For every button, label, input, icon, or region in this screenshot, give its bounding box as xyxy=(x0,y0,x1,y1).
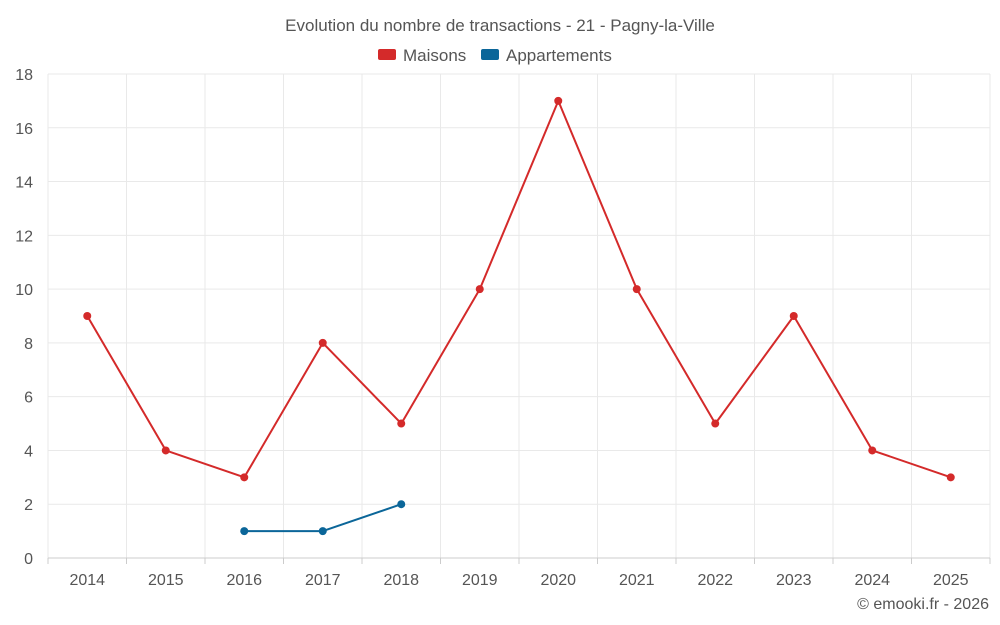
data-point-maisons[interactable] xyxy=(789,312,798,320)
x-tick-label: 2024 xyxy=(854,572,890,589)
y-tick-label: 10 xyxy=(15,282,33,299)
data-point-maisons[interactable] xyxy=(318,338,327,347)
legend-item-appartements[interactable]: Appartements xyxy=(481,46,612,65)
data-point-maisons[interactable] xyxy=(83,312,92,320)
legend: Maisons Appartements xyxy=(378,46,612,65)
x-tick-label: 2016 xyxy=(226,572,262,589)
credit-text: © emooki.fr - 2026 xyxy=(857,596,989,613)
data-point-maisons[interactable] xyxy=(632,285,641,294)
data-point-maisons[interactable] xyxy=(868,446,877,455)
series-line-appartements xyxy=(244,503,402,533)
y-tick-label: 8 xyxy=(24,336,33,353)
legend-label-maisons: Maisons xyxy=(403,46,466,65)
data-point-appartements[interactable] xyxy=(240,527,249,536)
x-tick-label: 2018 xyxy=(383,572,419,589)
data-point-maisons[interactable] xyxy=(554,96,563,105)
data-point-maisons[interactable] xyxy=(946,473,955,482)
x-tick-label: 2022 xyxy=(697,572,733,589)
x-tick-label: 2025 xyxy=(933,572,969,589)
series-line-maisons xyxy=(86,99,952,479)
x-tick-label: 2015 xyxy=(148,572,184,589)
data-point-appartements[interactable] xyxy=(318,527,327,536)
x-tick-label: 2023 xyxy=(776,572,812,589)
legend-swatch-maisons xyxy=(378,49,396,60)
data-point-appartements[interactable] xyxy=(397,500,406,509)
grid xyxy=(47,73,991,558)
legend-item-maisons[interactable]: Maisons xyxy=(378,46,466,65)
data-point-maisons[interactable] xyxy=(240,473,249,482)
data-point-maisons[interactable] xyxy=(711,419,720,428)
series xyxy=(83,96,955,536)
legend-swatch-appartements xyxy=(481,49,499,60)
x-tick-label: 2019 xyxy=(462,572,498,589)
y-tick-label: 14 xyxy=(15,175,33,192)
axes: 0 2 4 6 8 10 12 14 16 18 2014 2015 2016 2017 2018 2019 2… xyxy=(15,67,991,589)
y-tick-label: 18 xyxy=(15,67,33,84)
y-tick-label: 4 xyxy=(24,443,33,460)
chart-title: Evolution du nombre de transactions - 21… xyxy=(285,16,715,35)
x-tick-label: 2017 xyxy=(305,572,341,589)
x-tick-label: 2020 xyxy=(540,572,576,589)
legend-label-appartements: Appartements xyxy=(506,46,612,65)
y-tick-label: 2 xyxy=(24,497,33,514)
y-tick-label: 6 xyxy=(24,390,33,407)
y-tick-label: 12 xyxy=(15,228,33,245)
x-tick-label: 2014 xyxy=(69,572,105,589)
data-point-maisons[interactable] xyxy=(397,419,406,428)
y-tick-label: 0 xyxy=(24,551,33,568)
data-point-maisons[interactable] xyxy=(161,446,170,455)
data-point-maisons[interactable] xyxy=(475,285,484,294)
x-tick-label: 2021 xyxy=(619,572,655,589)
y-tick-label: 16 xyxy=(15,121,33,138)
